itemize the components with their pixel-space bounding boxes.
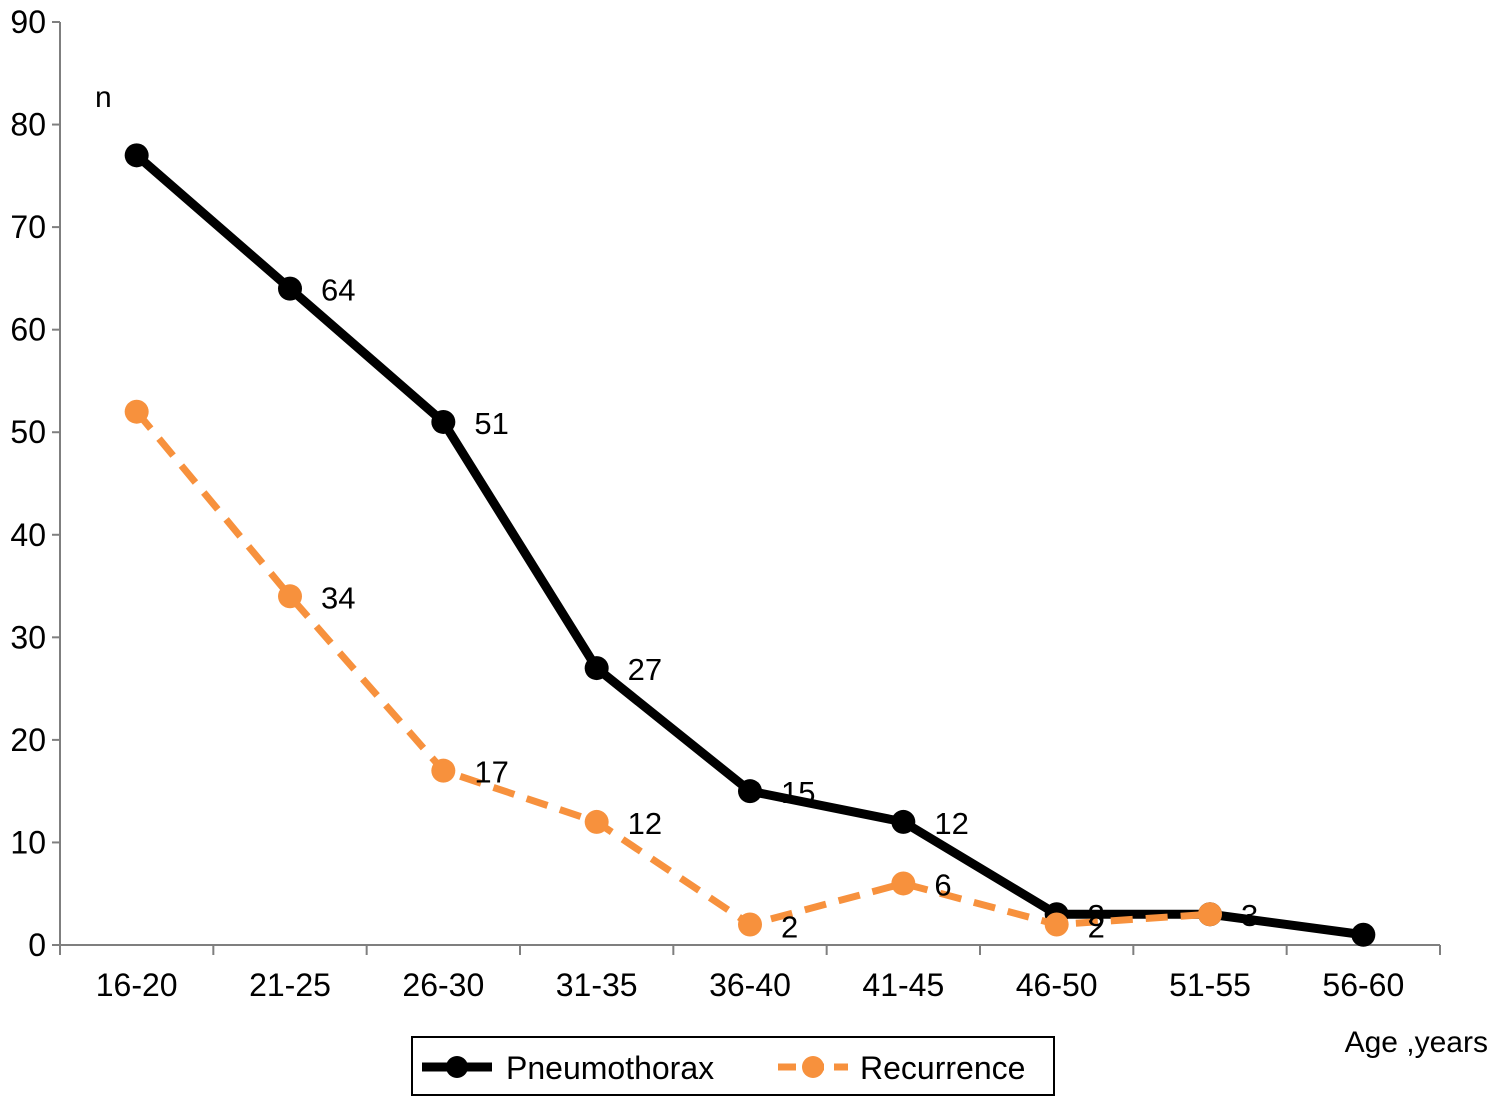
x-tick-label: 56-60 (1322, 967, 1404, 1003)
data-point (1351, 922, 1376, 947)
series-recurrence (124, 399, 1222, 937)
legend-item-recurrence: Recurrence (778, 1050, 1025, 1086)
y-tick-label: 80 (10, 107, 46, 143)
legend-swatch-marker (802, 1056, 824, 1078)
legend-item-pneumothorax: Pneumothorax (422, 1050, 714, 1086)
series-line (133, 409, 1211, 928)
x-tick-label: 41-45 (862, 967, 944, 1003)
data-point (124, 143, 149, 168)
data-label: 6 (934, 867, 951, 902)
x-tick-label: 21-25 (249, 967, 331, 1003)
x-axis-ticks: 16-20 21-25 26-30 31-35 36-40 41-45 46-50 51-55… (59, 945, 1441, 1003)
y-tick-label: 60 (10, 312, 46, 348)
data-label: 12 (628, 806, 662, 841)
y-tick-label: 10 (10, 824, 46, 860)
data-point (431, 409, 456, 434)
y-tick-label: 50 (10, 414, 46, 450)
data-point (1198, 902, 1222, 927)
data-point (278, 584, 302, 609)
legend-items: Pneumothorax Recurrence (422, 1050, 1025, 1086)
data-point (738, 912, 762, 937)
x-tick-label: 51-55 (1169, 967, 1251, 1003)
x-tick-label: 26-30 (402, 967, 484, 1003)
x-tick-label: 36-40 (709, 967, 791, 1003)
x-axis-title: Age ,years (1345, 1026, 1488, 1059)
data-label: 15 (781, 775, 815, 810)
data-point (891, 809, 916, 834)
series-layer (124, 143, 1376, 947)
data-point (584, 809, 609, 834)
data-label: 2 (781, 909, 798, 944)
data-label: 64 (321, 273, 355, 308)
data-label: 27 (628, 652, 662, 687)
data-point (1044, 912, 1069, 937)
data-point (584, 656, 609, 681)
data-label: 3 (1088, 898, 1105, 933)
legend-box (411, 1036, 1055, 1096)
data-label: 51 (474, 406, 508, 441)
legend-label: Recurrence (860, 1050, 1025, 1086)
data-point (431, 758, 456, 783)
x-tick-label: 16-20 (96, 967, 178, 1003)
y-axis-ticks: 0 10 20 30 40 50 60 70 80 90 (10, 4, 60, 963)
data-point (891, 871, 916, 896)
data-point (124, 399, 149, 424)
y-tick-label: 90 (10, 4, 46, 40)
data-label: 34 (321, 580, 355, 615)
data-labels: 64 51 27 15 12 3 3 34 17 12 2 6 2 (321, 273, 1258, 945)
legend-label: Pneumothorax (506, 1050, 714, 1086)
axes (59, 22, 1440, 946)
data-point (278, 276, 302, 301)
data-label: 12 (934, 806, 968, 841)
legend-swatch-marker (446, 1056, 468, 1078)
x-tick-label: 31-35 (556, 967, 638, 1003)
y-axis-title: n (95, 81, 112, 114)
legend: Pneumothorax Recurrence (411, 1036, 1055, 1096)
data-label: 17 (474, 755, 508, 790)
data-label: 3 (1241, 898, 1258, 933)
y-tick-label: 40 (10, 517, 46, 553)
y-tick-label: 30 (10, 619, 46, 655)
y-tick-label: 0 (28, 927, 46, 963)
data-label: 2 (1088, 909, 1105, 944)
y-tick-label: 20 (10, 722, 46, 758)
y-tick-label: 70 (10, 209, 46, 245)
data-point (738, 779, 762, 804)
x-tick-label: 46-50 (1016, 967, 1098, 1003)
series-pneumothorax (124, 143, 1376, 947)
